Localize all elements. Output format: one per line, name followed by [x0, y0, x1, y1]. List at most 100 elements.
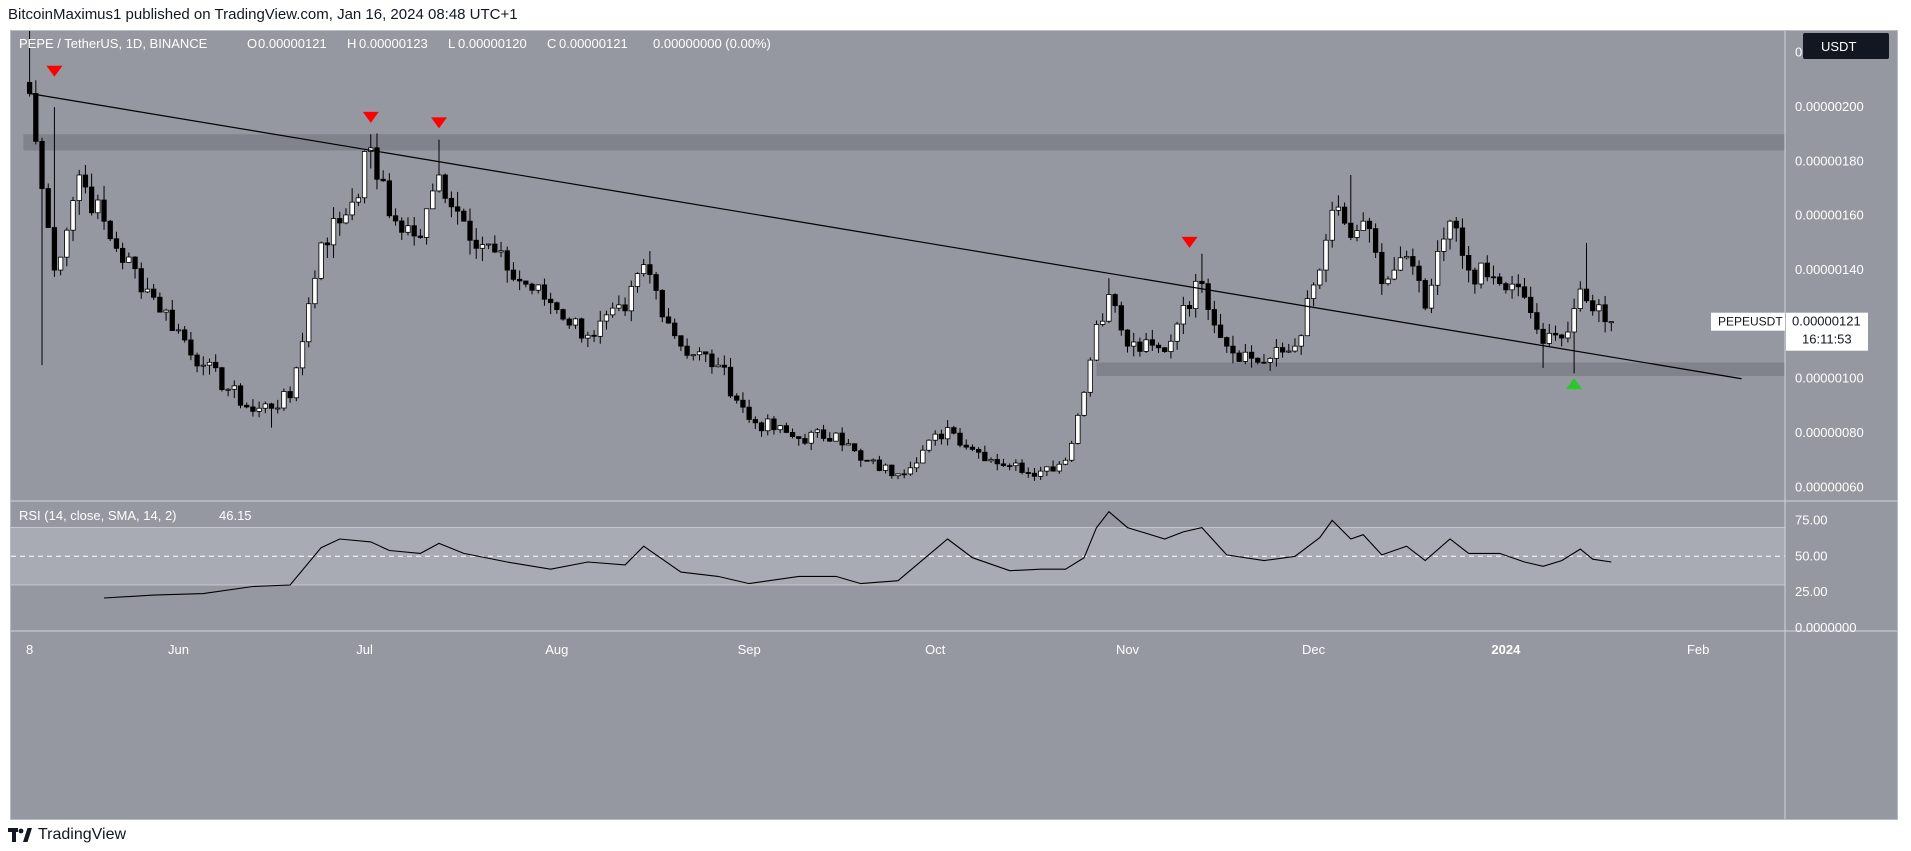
candle-body	[1478, 262, 1484, 285]
candle-body	[1372, 228, 1379, 253]
price-label-symbol: PEPEUSDT	[1718, 315, 1783, 329]
candle-body	[944, 427, 951, 440]
candle-body	[219, 367, 225, 390]
tradingview-footer[interactable]: TradingView	[8, 823, 126, 847]
candle-body	[510, 269, 517, 280]
candle-body	[405, 225, 411, 233]
candle-body	[82, 174, 89, 188]
candle-body	[293, 367, 299, 399]
candle-body	[963, 444, 969, 448]
candle-body	[1137, 341, 1143, 352]
candle-body	[932, 433, 938, 441]
candle-body	[436, 174, 442, 192]
candle-body	[647, 264, 653, 275]
price-label-countdown: 16:11:53	[1802, 332, 1852, 347]
candle-body	[1559, 334, 1565, 339]
candle-body	[870, 459, 876, 462]
candle-body	[1540, 328, 1546, 344]
candle-body	[1397, 257, 1404, 271]
chart-frame[interactable]: 0.000002200.000002000.000001800.00000160…	[10, 30, 1898, 820]
candle-body	[461, 210, 467, 222]
candle-body	[1069, 443, 1075, 461]
candle-body	[579, 318, 585, 339]
candle-body	[1366, 220, 1373, 230]
candle-body	[560, 309, 566, 320]
candle-body	[572, 318, 579, 326]
candle-body	[1286, 350, 1292, 353]
candle-body	[858, 450, 864, 461]
candle-body	[1186, 304, 1193, 309]
candle-body	[1149, 339, 1155, 346]
price-axis-tick: 0.00000160	[1795, 208, 1864, 223]
candle-body	[1571, 308, 1577, 333]
candle-body	[126, 256, 132, 263]
candle-body	[206, 361, 213, 366]
candle-body	[665, 316, 672, 324]
candle-body	[45, 188, 51, 228]
candle-body	[51, 227, 58, 271]
price-axis-tick: 0.00000140	[1795, 262, 1864, 277]
candle-body	[33, 93, 39, 142]
candle-body	[715, 364, 721, 368]
down-arrow-marker	[430, 117, 447, 129]
candle-body	[734, 395, 740, 401]
current-price-label: PEPEUSDT 0.00000121 16:11:53	[1711, 312, 1868, 351]
candle-body	[1236, 352, 1242, 362]
candle-body	[1385, 278, 1391, 285]
candle-body	[175, 329, 182, 332]
candle-body	[516, 278, 523, 282]
candle-body	[504, 250, 510, 271]
ohlc-high-value: 0.00000123	[359, 36, 428, 51]
time-axis-tick: 2024	[1491, 642, 1521, 657]
candle-body	[281, 391, 287, 409]
candle-body	[1317, 269, 1323, 286]
candle-body	[1261, 361, 1267, 364]
candle-body	[157, 296, 163, 313]
candle-body	[802, 438, 808, 444]
chart-canvas[interactable]: 0.000002200.000002000.000001800.00000160…	[11, 31, 1897, 819]
candle-body	[386, 180, 393, 217]
price-label-box	[1786, 312, 1868, 351]
candle-body	[144, 288, 151, 293]
candle-body	[1416, 265, 1422, 281]
candle-body	[1211, 309, 1217, 326]
time-axis-tick: Oct	[925, 642, 946, 657]
time-axis-tick: Sep	[738, 642, 761, 657]
candle-body	[423, 208, 430, 238]
currency-button[interactable]	[1803, 33, 1889, 59]
tradingview-brand: TradingView	[38, 826, 127, 843]
candle-body	[1552, 332, 1559, 336]
candle-body	[1323, 239, 1329, 271]
candle-body	[1193, 280, 1199, 309]
candle-body	[467, 220, 473, 241]
candle-body	[287, 391, 293, 399]
candle-body	[306, 303, 312, 343]
publisher-line: BitcoinMaximus1 published on TradingView…	[8, 6, 518, 23]
candle-body	[1124, 329, 1131, 347]
candle-body	[1590, 300, 1596, 312]
candle-body	[57, 256, 64, 271]
candle-body	[374, 147, 380, 180]
candle-body	[318, 242, 324, 279]
candle-body	[988, 459, 994, 462]
descending-trendline	[29, 92, 1742, 380]
candle-body	[876, 459, 883, 471]
candle-body	[591, 334, 597, 337]
candle-body	[1310, 284, 1317, 299]
candle-body	[1131, 341, 1137, 347]
candle-body	[597, 320, 603, 337]
support-zone	[1096, 362, 1785, 377]
time-axis-tick: Jun	[168, 642, 189, 657]
candle-body	[845, 443, 852, 446]
candle-body	[653, 274, 659, 291]
candle-body	[913, 462, 920, 469]
candle-body	[1428, 284, 1435, 309]
candle-body	[1490, 276, 1497, 279]
ohlc-open-label: O	[247, 36, 257, 51]
candle-body	[610, 307, 616, 316]
candle-body	[231, 385, 237, 390]
candle-body	[1168, 340, 1174, 352]
rsi-axis-tick: 0.0000000	[1795, 620, 1856, 635]
candle-body	[1459, 227, 1466, 256]
candle-body	[1379, 251, 1385, 285]
